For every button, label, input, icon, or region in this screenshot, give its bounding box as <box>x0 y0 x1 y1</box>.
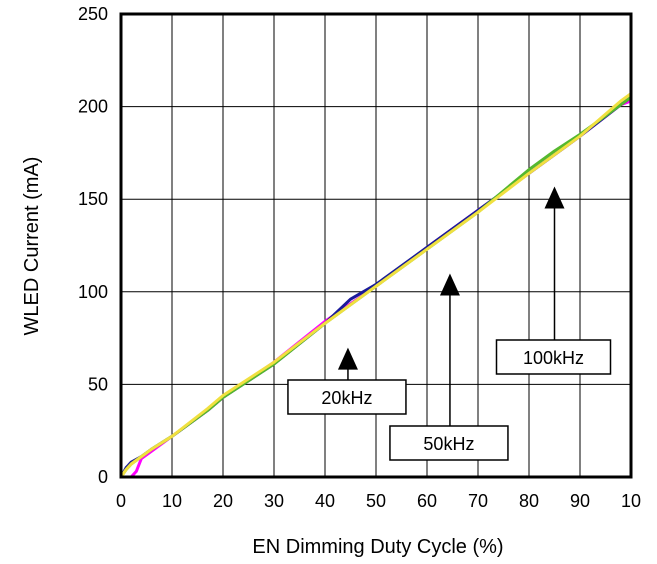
annotation-box <box>495 339 612 375</box>
plot-frame <box>119 12 633 479</box>
x-tick-label: 10 <box>621 491 641 511</box>
y-tick-label: 0 <box>98 467 108 487</box>
y-tick-label: 200 <box>78 97 108 117</box>
annotation-label: 100kHz <box>523 348 584 368</box>
x-tick-label: 10 <box>162 491 182 511</box>
x-tick-label: 30 <box>264 491 284 511</box>
y-tick-label: 100 <box>78 282 108 302</box>
y-tick-label: 150 <box>78 189 108 209</box>
x-tick-label: 0 <box>116 491 126 511</box>
y-axis-title: WLED Current (mA) <box>21 157 43 336</box>
annotation-arrowhead <box>544 186 565 209</box>
annotation-arrowhead <box>439 273 460 296</box>
x-tick-label: 40 <box>315 491 335 511</box>
y-tick-label: 50 <box>88 374 108 394</box>
x-tick-label: 60 <box>417 491 437 511</box>
series-lines <box>119 92 632 479</box>
x-tick-labels: 0 10 20 30 40 50 60 70 80 90 10 <box>116 491 641 511</box>
x-axis-title: EN Dimming Duty Cycle (%) <box>252 536 503 558</box>
x-tick-label: 50 <box>366 491 386 511</box>
annotation-box <box>287 379 407 415</box>
x-tick-label: 90 <box>570 491 590 511</box>
series-line <box>119 92 632 478</box>
annotation-box <box>389 425 509 461</box>
x-tick-label: 80 <box>519 491 539 511</box>
x-tick-label: 20 <box>213 491 233 511</box>
annotations: 20kHz 50kHz 100kHz <box>287 186 612 461</box>
annotation-label: 50kHz <box>423 434 474 454</box>
y-tick-labels: 0 50 100 150 200 250 <box>78 4 108 487</box>
y-tick-label: 250 <box>78 4 108 24</box>
x-tick-label: 70 <box>468 491 488 511</box>
annotation-label: 20kHz <box>321 388 372 408</box>
annotation-arrowhead <box>337 347 358 370</box>
